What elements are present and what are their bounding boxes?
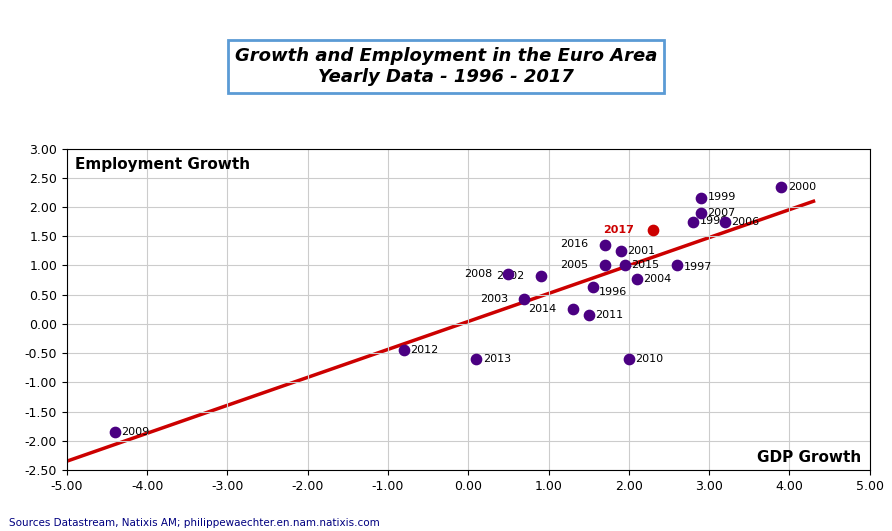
- Point: [585, 282, 599, 291]
- Point: [694, 194, 708, 202]
- Point: [582, 311, 596, 319]
- Point: [108, 428, 122, 436]
- Point: [397, 346, 411, 355]
- Point: [718, 218, 732, 226]
- Point: [469, 355, 483, 363]
- Text: GDP Growth: GDP Growth: [757, 450, 862, 465]
- Text: 2016: 2016: [560, 239, 589, 249]
- Point: [630, 275, 644, 283]
- Point: [598, 241, 612, 250]
- Text: 2001: 2001: [627, 246, 656, 256]
- Text: 2011: 2011: [595, 310, 624, 320]
- Text: 2003: 2003: [480, 294, 508, 304]
- Text: 2002: 2002: [496, 271, 524, 281]
- Text: 2005: 2005: [560, 261, 589, 270]
- Text: 2012: 2012: [410, 345, 439, 355]
- Text: 1996: 1996: [599, 287, 626, 297]
- Text: 2010: 2010: [635, 354, 664, 364]
- Point: [646, 226, 660, 235]
- Text: Growth and Employment in the Euro Area
Yearly Data - 1996 - 2017: Growth and Employment in the Euro Area Y…: [235, 47, 657, 86]
- Point: [617, 261, 632, 270]
- Point: [566, 305, 580, 313]
- Point: [694, 209, 708, 217]
- Text: 2006: 2006: [731, 217, 760, 227]
- Text: 1998: 1998: [699, 216, 728, 226]
- Text: 1999: 1999: [707, 192, 736, 202]
- Text: 2017: 2017: [603, 226, 634, 235]
- Point: [670, 261, 684, 270]
- Point: [598, 261, 612, 270]
- Text: 2000: 2000: [788, 182, 816, 192]
- Text: 2008: 2008: [464, 269, 492, 279]
- Point: [501, 270, 516, 279]
- Text: 2007: 2007: [707, 208, 736, 218]
- Text: 2004: 2004: [643, 274, 672, 284]
- Point: [774, 182, 789, 191]
- Point: [622, 355, 636, 363]
- Text: Sources Datastream, Natixis AM; philippewaechter.en.nam.natixis.com: Sources Datastream, Natixis AM; philippe…: [9, 518, 380, 528]
- Point: [686, 218, 700, 226]
- Text: 2013: 2013: [483, 354, 511, 364]
- Text: 1997: 1997: [683, 262, 712, 272]
- Point: [533, 272, 548, 280]
- Text: 2015: 2015: [632, 261, 659, 270]
- Point: [614, 246, 628, 255]
- Text: Employment Growth: Employment Growth: [75, 158, 250, 173]
- Text: 2014: 2014: [528, 304, 557, 314]
- Point: [517, 295, 532, 304]
- Text: 2009: 2009: [121, 427, 150, 437]
